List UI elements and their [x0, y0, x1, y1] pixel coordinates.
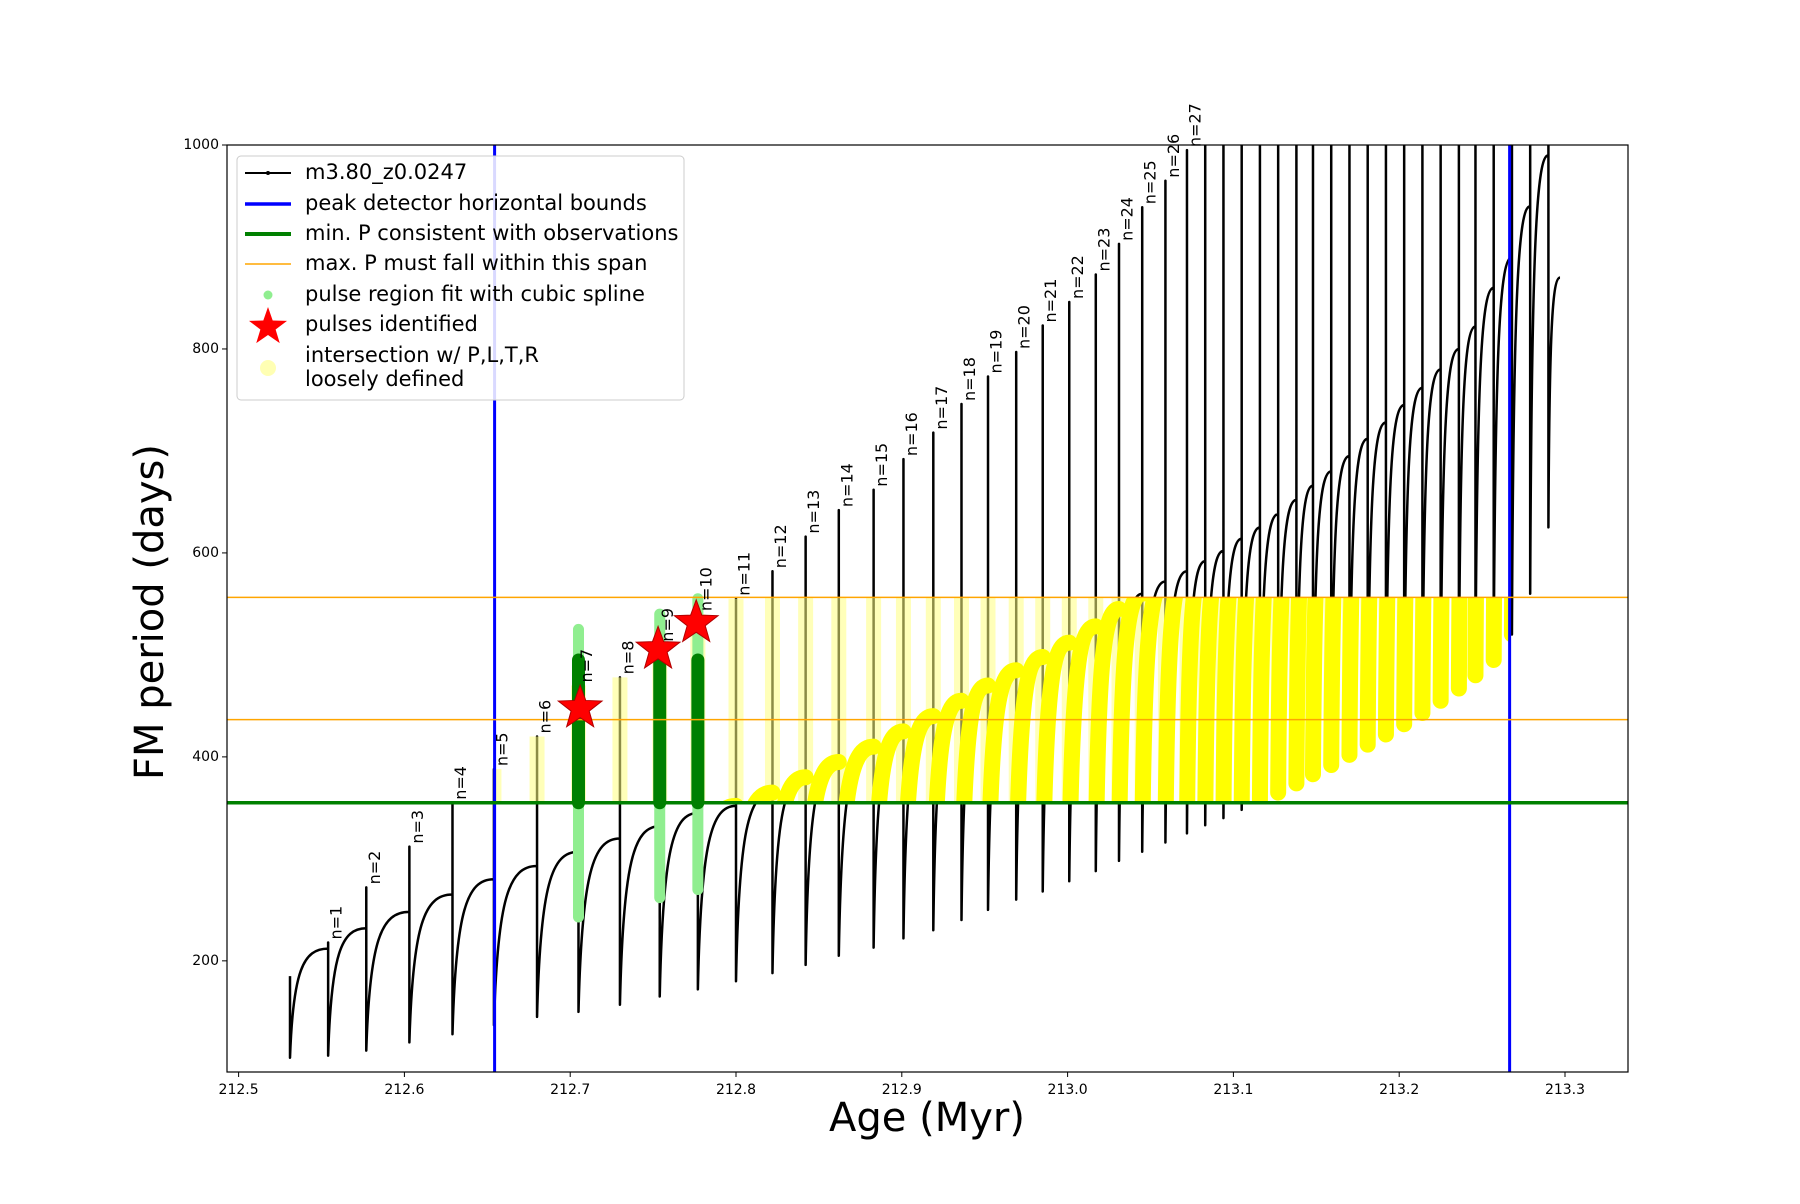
pulse-label: n=17 — [932, 386, 951, 430]
pulse-label: n=12 — [771, 524, 790, 568]
pulse-label: n=7 — [577, 649, 596, 683]
pulse-label: n=9 — [658, 608, 677, 642]
pulse-label: n=1 — [327, 906, 346, 940]
x-tick-label: 212.9 — [882, 1082, 922, 1098]
x-tick-label: 212.7 — [550, 1082, 590, 1098]
pulse-label: n=22 — [1068, 255, 1087, 299]
pulse-label: n=18 — [960, 357, 979, 401]
pulse-label: n=4 — [451, 766, 470, 800]
pulse-label: n=11 — [735, 552, 754, 596]
legend-label: peak detector horizontal bounds — [305, 191, 647, 215]
pulse-label: n=27 — [1185, 103, 1204, 147]
pulse-label: n=8 — [618, 641, 637, 675]
y-tick-label: 400 — [192, 749, 219, 765]
pulse-label: n=13 — [804, 490, 823, 534]
pulse-label: n=15 — [872, 443, 891, 487]
pulse-star — [672, 598, 720, 643]
x-tick-label: 213.1 — [1213, 1082, 1253, 1098]
legend-label: pulses identified — [305, 312, 478, 336]
pulse-label: n=16 — [902, 412, 921, 456]
pulse-label: n=24 — [1117, 197, 1136, 241]
x-axis-label: Age (Myr) — [829, 1095, 1025, 1141]
x-tick-label: 212.5 — [219, 1082, 259, 1098]
x-tick-label: 213.0 — [1048, 1082, 1088, 1098]
legend-label: m3.80_z0.0247 — [305, 160, 467, 185]
y-tick-label: 600 — [192, 545, 219, 561]
legend-label: min. P consistent with observations — [305, 221, 678, 245]
y-axis-label: FM period (days) — [127, 444, 173, 780]
pulse-star — [634, 624, 682, 670]
pulse-label: n=20 — [1015, 305, 1034, 349]
pulse-label: n=6 — [536, 700, 555, 734]
pulse-label: n=3 — [408, 810, 427, 844]
pulse-label: n=14 — [837, 463, 856, 507]
legend-label: intersection w/ P,L,T,R — [305, 343, 539, 367]
legend-handle — [263, 290, 273, 300]
x-tick-label: 213.2 — [1379, 1082, 1419, 1098]
y-tick-label: 800 — [192, 341, 219, 357]
y-tick-label: 200 — [192, 953, 219, 969]
pulse-label: n=19 — [987, 330, 1006, 374]
pulse-label: n=23 — [1094, 228, 1113, 272]
pulse-label: n=25 — [1141, 160, 1160, 204]
x-tick-label: 212.8 — [716, 1082, 756, 1098]
legend-handle — [248, 307, 288, 344]
pulse-label: n=10 — [696, 567, 715, 611]
legend-label: max. P must fall within this span — [305, 251, 647, 275]
pulse-star — [556, 683, 604, 728]
legend-label: pulse region fit with cubic spline — [305, 282, 645, 306]
y-tick-label: 1000 — [183, 137, 219, 153]
pulse-label: n=26 — [1164, 134, 1183, 178]
x-tick-label: 213.3 — [1545, 1082, 1585, 1098]
x-tick-label: 212.6 — [384, 1082, 424, 1098]
intersection-track — [720, 597, 1510, 803]
legend-label: loosely defined — [305, 367, 464, 391]
legend-handle — [266, 171, 270, 175]
pulse-label: n=2 — [365, 851, 384, 885]
pulse-label: n=5 — [492, 732, 511, 766]
legend-box — [236, 155, 685, 401]
legend-handle — [260, 360, 276, 376]
pulse-label: n=21 — [1041, 279, 1060, 323]
plot-frame — [226, 144, 1629, 1073]
intersection-region — [720, 597, 1510, 803]
